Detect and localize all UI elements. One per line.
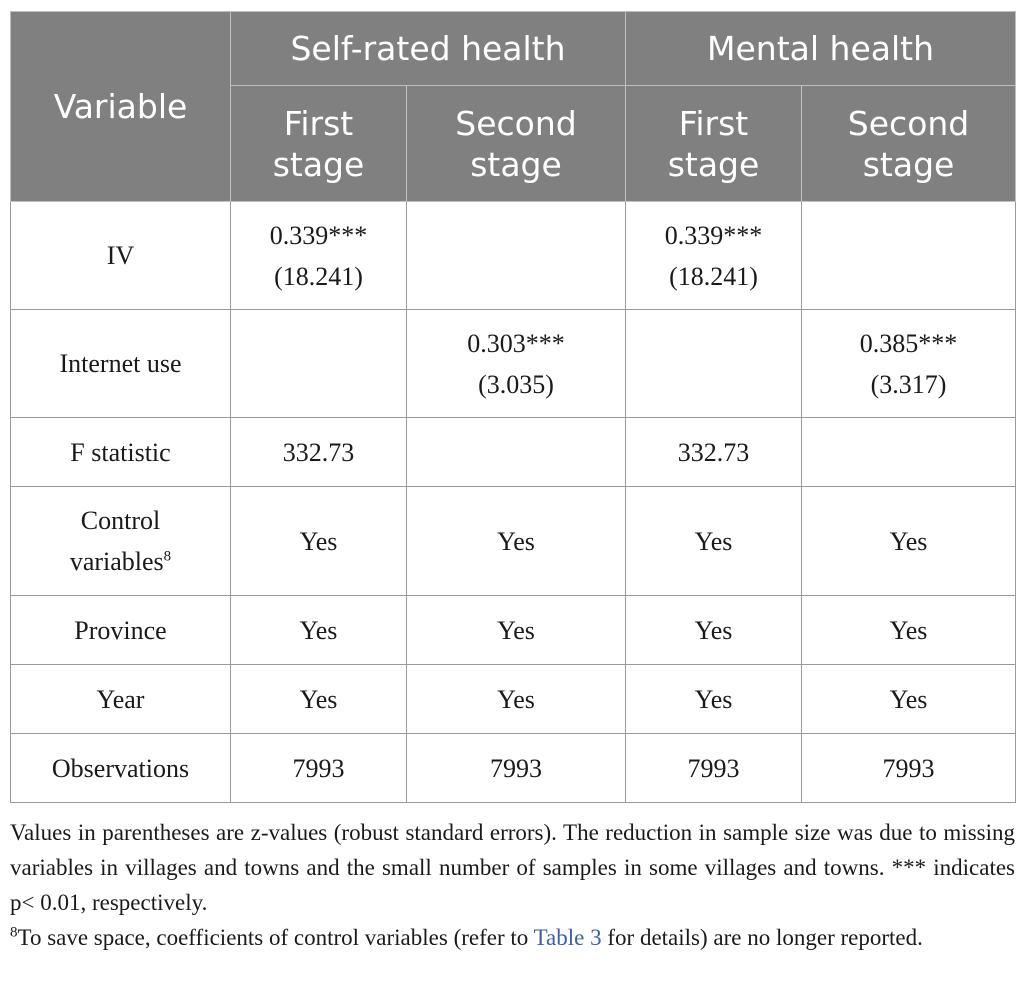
header-mental-health: Mental health (625, 11, 1017, 86)
header-row-groups: Variable Self-rated health Mental health (10, 11, 1017, 202)
cell-control-mh-second: Yes (801, 486, 1017, 596)
cell-province-mh-first: Yes (625, 595, 803, 665)
table-row-province: Province Yes Yes Yes Yes (10, 595, 1017, 665)
cell-iv-mh-second (801, 201, 1017, 310)
table-row-observations: Observations 7993 7993 7993 7993 (10, 733, 1017, 803)
header-mh-first-stage: First stage (625, 85, 803, 202)
cell-year-mh-second: Yes (801, 664, 1017, 734)
footnote-8: 8To save space, coefficients of control … (10, 920, 1015, 955)
regression-table: Variable Self-rated health Mental health… (10, 11, 1017, 803)
table-row-internet-use: Internet use 0.303*** (3.035) 0.385*** (3.… (10, 309, 1017, 418)
cell-year-srh-second: Yes (405, 664, 627, 734)
row-label-control-variables: Control variables8 (10, 486, 231, 596)
cell-fstat-mh-second (801, 417, 1017, 487)
cell-internet-mh-second: 0.385*** (3.317) (801, 309, 1017, 418)
cell-iv-srh-second (405, 201, 627, 310)
cell-control-srh-first: Yes (230, 486, 407, 596)
table-row-year: Year Yes Yes Yes Yes (10, 664, 1017, 734)
table-row-f-statistic: F statistic 332.73 332.73 (10, 417, 1017, 487)
note-significance: Values in parentheses are z-values (robu… (10, 820, 1015, 915)
header-row-stages: First stage Second stage First stage Second… (11, 85, 1017, 202)
footnote-text-pre: To save space, coefficients of control v… (17, 925, 534, 950)
cell-province-srh-second: Yes (405, 595, 627, 665)
cell-internet-mh-first (625, 309, 803, 418)
header-variable: Variable (10, 11, 231, 202)
header-srh-first-stage: First stage (230, 85, 407, 202)
row-label-province: Province (10, 595, 231, 665)
cell-obs-mh-first: 7993 (625, 733, 803, 803)
header-mh-second-stage: Second stage (801, 85, 1017, 202)
row-label-observations: Observations (10, 733, 231, 803)
cell-iv-srh-first: 0.339*** (18.241) (230, 201, 407, 310)
cell-fstat-srh-second (405, 417, 627, 487)
row-label-internet-use: Internet use (10, 309, 231, 418)
header-srh-second-stage: Second stage (405, 85, 627, 202)
footnote-mark: 8 (10, 924, 18, 941)
cell-province-mh-second: Yes (801, 595, 1017, 665)
cell-control-srh-second: Yes (405, 486, 627, 596)
cell-fstat-srh-first: 332.73 (230, 417, 407, 487)
table-notes: Values in parentheses are z-values (robu… (10, 815, 1015, 955)
cell-obs-mh-second: 7993 (801, 733, 1017, 803)
table-row-control-variables: Control variables8 Yes Yes Yes Yes (10, 486, 1017, 596)
row-label-iv: IV (10, 201, 231, 310)
table-3-link[interactable]: Table 3 (533, 925, 602, 950)
row-label-year: Year (10, 664, 231, 734)
table-row-iv: IV 0.339*** (18.241) 0.339*** (18.241) (10, 201, 1017, 310)
cell-year-mh-first: Yes (625, 664, 803, 734)
row-label-f-statistic: F statistic (10, 417, 231, 487)
footnote-text-post: for details) are no longer reported. (601, 925, 923, 950)
cell-iv-mh-first: 0.339*** (18.241) (625, 201, 803, 310)
header-self-rated-health: Self-rated health (229, 11, 627, 86)
cell-obs-srh-second: 7993 (405, 733, 627, 803)
cell-fstat-mh-first: 332.73 (625, 417, 803, 487)
footnote-ref-8: 8 (163, 548, 172, 565)
cell-internet-srh-first (230, 309, 407, 418)
cell-control-mh-first: Yes (625, 486, 803, 596)
cell-obs-srh-first: 7993 (230, 733, 407, 803)
cell-year-srh-first: Yes (230, 664, 407, 734)
cell-province-srh-first: Yes (230, 595, 407, 665)
cell-internet-srh-second: 0.303*** (3.035) (405, 309, 627, 418)
